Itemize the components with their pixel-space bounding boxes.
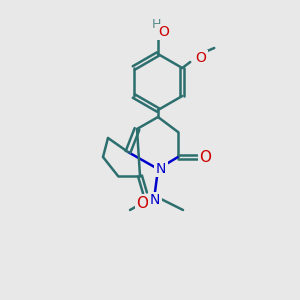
Text: O: O: [159, 25, 170, 39]
Text: O: O: [136, 196, 148, 211]
Text: H: H: [151, 17, 161, 31]
Text: O: O: [195, 51, 206, 65]
Text: N: N: [150, 193, 160, 207]
Text: N: N: [156, 162, 166, 176]
Text: O: O: [199, 149, 211, 164]
